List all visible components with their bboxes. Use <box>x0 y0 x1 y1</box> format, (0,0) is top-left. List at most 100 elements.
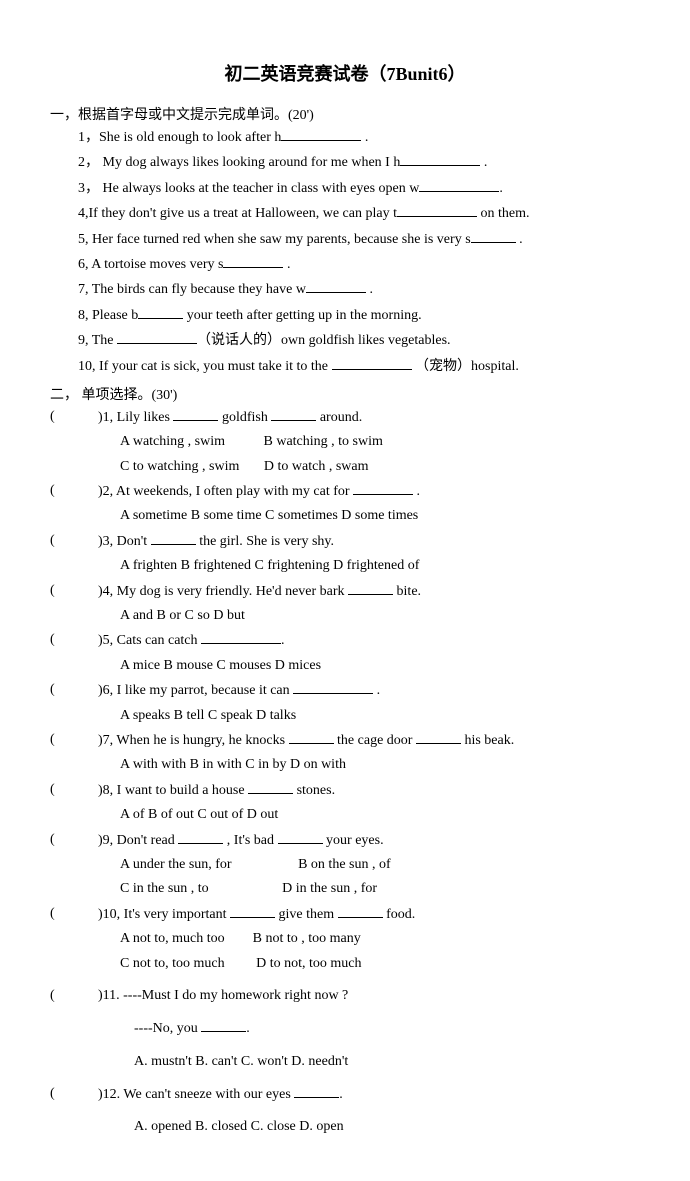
blank <box>230 903 275 918</box>
blank <box>353 480 413 495</box>
s1-item10: 10, If your cat is sick, you must take i… <box>50 355 640 378</box>
paren: ( <box>50 985 70 1007</box>
q4-text: )4, My dog is very friendly. He'd never … <box>98 584 348 599</box>
paren: ( <box>50 629 70 652</box>
blank <box>400 151 480 166</box>
paren: ( <box>50 406 70 429</box>
s1-item7-text: 7, The birds can fly because they have w <box>78 282 306 297</box>
q5-row: ( )5, Cats can catch . <box>50 629 640 652</box>
s1-item5-text: 5, Her face turned red when she saw my p… <box>78 232 471 247</box>
section2-header: 二， 单项选择。(30') <box>50 384 640 404</box>
q1-opts1: A watching , swim B watching , to swim <box>50 431 640 453</box>
blank <box>306 278 366 293</box>
blank <box>271 406 316 421</box>
q4-opts: A and B or C so D but <box>50 605 640 627</box>
q10-mid: give them <box>275 907 338 922</box>
q1-row: ( )1, Lily likes goldfish around. <box>50 406 640 429</box>
s1-item2-text: 2， My dog always likes looking around fo… <box>78 155 400 170</box>
q1-optB: B watching , to swim <box>264 434 383 449</box>
q3-suffix: the girl. She is very shy. <box>196 534 334 549</box>
q9-opts2: C in the sun , to D in the sun , for <box>50 878 640 900</box>
q12-opts: A. opened B. closed C. close D. open <box>50 1116 640 1138</box>
s1-item5: 5, Her face turned red when she saw my p… <box>50 228 640 251</box>
s1-item9-text: 9, The <box>78 333 117 348</box>
q1-optC: C to watching , swim <box>120 459 239 474</box>
blank <box>117 329 197 344</box>
s1-item6-text: 6, A tortoise moves very s <box>78 257 223 272</box>
q5-opts: A mice B mouse C mouses D mices <box>50 655 640 677</box>
page-title: 初二英语竞赛试卷（7Bunit6） <box>50 60 640 86</box>
q4-suffix: bite. <box>393 584 421 599</box>
q6-text: )6, I like my parrot, because it can <box>98 683 293 698</box>
q2-text: )2, At weekends, I often play with my ca… <box>98 484 353 499</box>
q7-text: )7, When he is hungry, he knocks <box>98 733 289 748</box>
blank <box>201 1017 246 1032</box>
q3-row: ( )3, Don't the girl. She is very shy. <box>50 530 640 553</box>
s1-item8-suffix: your teeth after getting up in the morni… <box>183 308 421 323</box>
blank <box>332 355 412 370</box>
s1-item1: 1，She is old enough to look after h . <box>50 126 640 149</box>
q8-opts: A of B of out C out of D out <box>50 804 640 826</box>
s1-item1-text: 1，She is old enough to look after h <box>78 130 281 145</box>
q3-text: )3, Don't <box>98 534 151 549</box>
blank <box>248 779 293 794</box>
q10-optD: D to not, too much <box>256 956 361 971</box>
paren: ( <box>50 679 70 702</box>
paren: ( <box>50 903 70 926</box>
s1-item3-text: 3， He always looks at the teacher in cla… <box>78 181 419 196</box>
paren: ( <box>50 580 70 603</box>
q9-row: ( )9, Don't read , It's bad your eyes. <box>50 829 640 852</box>
paren: ( <box>50 530 70 553</box>
blank <box>178 829 223 844</box>
q1-optD: D to watch , swam <box>264 459 369 474</box>
s1-item4-text: 4,If they don't give us a treat at Hallo… <box>78 206 397 221</box>
blank <box>151 530 196 545</box>
q9-opts1: A under the sun, for B on the sun , of <box>50 854 640 876</box>
q5-text: )5, Cats can catch <box>98 633 201 648</box>
paren: ( <box>50 729 70 752</box>
q12-text: )12. We can't sneeze with our eyes <box>98 1087 294 1102</box>
paren: ( <box>50 829 70 852</box>
q1-end: around. <box>316 410 362 425</box>
q3-opts: A frighten B frightened C frightening D … <box>50 555 640 577</box>
blank <box>281 126 361 141</box>
blank <box>293 679 373 694</box>
s1-item7: 7, The birds can fly because they have w… <box>50 278 640 301</box>
s1-item2: 2， My dog always likes looking around fo… <box>50 151 640 174</box>
q9-suffix: your eyes. <box>323 833 384 848</box>
blank <box>416 729 461 744</box>
paren: ( <box>50 1083 70 1106</box>
s1-item8-text: 8, Please b <box>78 308 138 323</box>
q8-suffix: stones. <box>293 783 335 798</box>
q9-optC: C in the sun , to <box>120 881 209 896</box>
q2-row: ( )2, At weekends, I often play with my … <box>50 480 640 503</box>
q10-opts2: C not to, too much D to not, too much <box>50 953 640 975</box>
blank <box>289 729 334 744</box>
s1-item10-text: 10, If your cat is sick, you must take i… <box>78 359 332 374</box>
q6-opts: A speaks B tell C speak D talks <box>50 705 640 727</box>
q1-text: )1, Lily likes <box>98 410 173 425</box>
q1-mid: goldfish <box>218 410 271 425</box>
q7-mid: the cage door <box>334 733 416 748</box>
q2-opts: A sometime B some time C sometimes D som… <box>50 505 640 527</box>
q10-row: ( )10, It's very important give them foo… <box>50 903 640 926</box>
blank <box>348 580 393 595</box>
q6-row: ( )6, I like my parrot, because it can . <box>50 679 640 702</box>
q7-row: ( )7, When he is hungry, he knocks the c… <box>50 729 640 752</box>
s1-item10-suffix: （宠物）hospital. <box>415 359 519 374</box>
q8-text: )8, I want to build a house <box>98 783 248 798</box>
blank <box>471 228 516 243</box>
blank <box>419 177 499 192</box>
q10-optA: A not to, much too <box>120 931 225 946</box>
s1-item8: 8, Please b your teeth after getting up … <box>50 304 640 327</box>
q9-mid: , It's bad <box>223 833 277 848</box>
q7-opts: A with with B in with C in by D on with <box>50 754 640 776</box>
paren: ( <box>50 480 70 503</box>
q8-row: ( )8, I want to build a house stones. <box>50 779 640 802</box>
blank <box>223 253 283 268</box>
q10-optC: C not to, too much <box>120 956 225 971</box>
q1-optA: A watching , swim <box>120 434 225 449</box>
section1-header: 一，根据首字母或中文提示完成单词。(20') <box>50 104 640 124</box>
q12-row: ( )12. We can't sneeze with our eyes . <box>50 1083 640 1106</box>
s1-item4: 4,If they don't give us a treat at Hallo… <box>50 202 640 225</box>
